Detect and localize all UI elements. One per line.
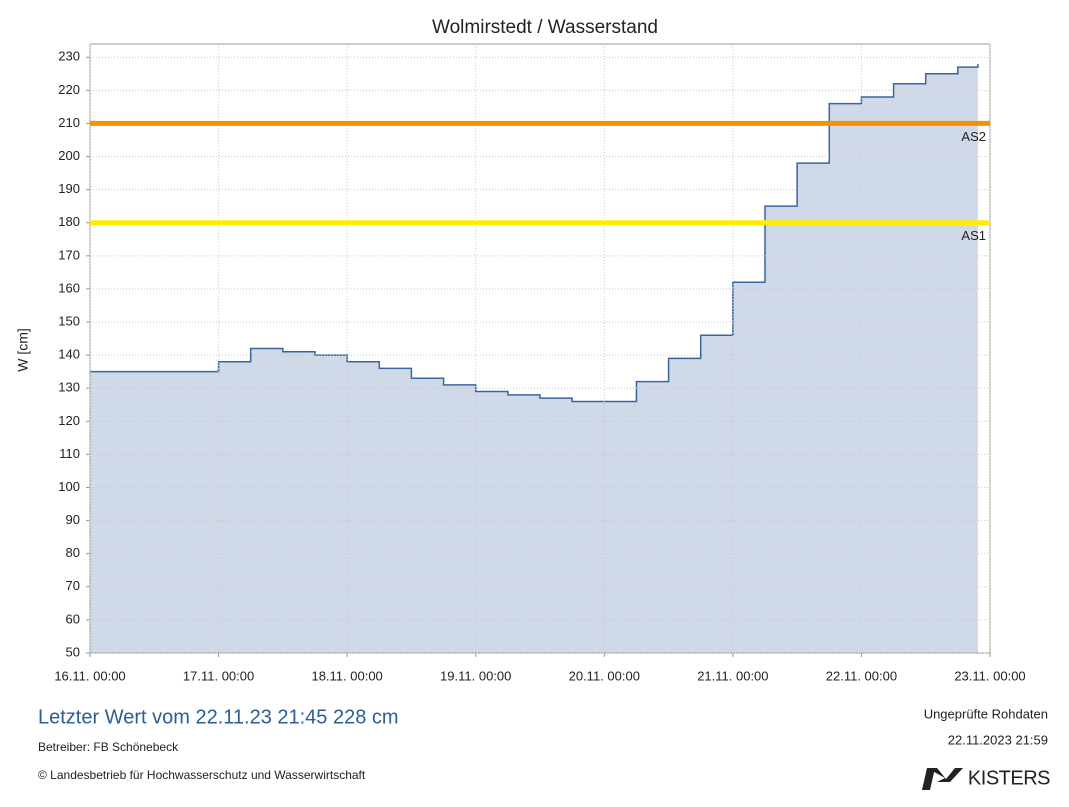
threshold-label: AS2 — [961, 129, 986, 144]
y-tick-label: 200 — [58, 148, 80, 163]
y-tick-label: 150 — [58, 313, 80, 328]
y-tick-label: 60 — [66, 611, 80, 626]
data-status: Ungeprüfte Rohdaten — [924, 706, 1048, 721]
y-tick-label: 80 — [66, 545, 80, 560]
area — [90, 63, 978, 653]
y-tick-label: 210 — [58, 115, 80, 130]
y-tick-label: 140 — [58, 347, 80, 362]
x-tick-label: 18.11. 00:00 — [311, 668, 382, 683]
last-value: Letzter Wert vom 22.11.23 21:45 228 cm — [38, 706, 399, 728]
x-tick-label: 21.11. 00:00 — [697, 668, 768, 683]
y-tick-label: 90 — [66, 512, 80, 527]
logo: KISTERS — [968, 767, 1050, 789]
y-axis-label: W [cm] — [15, 328, 31, 372]
y-tick-label: 230 — [58, 49, 80, 64]
y-tick-label: 180 — [58, 214, 80, 229]
x-tick-label: 23.11. 00:00 — [954, 668, 1025, 683]
timestamp: 22.11.2023 21:59 — [948, 732, 1048, 747]
y-tick-label: 120 — [58, 413, 80, 428]
y-tick-label: 170 — [58, 247, 80, 262]
x-tick-label: 16.11. 00:00 — [54, 668, 125, 683]
y-tick-label: 110 — [59, 446, 80, 461]
x-tick-label: 17.11. 00:00 — [183, 668, 254, 683]
x-tick-label: 20.11. 00:00 — [569, 668, 640, 683]
chart-title: Wolmirstedt / Wasserstand — [432, 17, 658, 38]
y-tick-label: 70 — [66, 578, 80, 593]
y-tick-label: 220 — [58, 82, 80, 97]
threshold-label: AS1 — [961, 228, 986, 243]
copyright: © Landesbetrieb für Hochwasserschutz und… — [38, 768, 366, 782]
y-tick-label: 190 — [58, 181, 80, 196]
y-tick-label: 160 — [58, 280, 80, 295]
x-tick-label: 22.11. 00:00 — [826, 668, 897, 683]
y-tick-label: 100 — [58, 479, 80, 494]
x-tick-label: 19.11. 00:00 — [440, 668, 511, 683]
logo-mark — [922, 768, 963, 790]
y-tick-label: 50 — [66, 644, 80, 659]
operator: Betreiber: FB Schönebeck — [38, 740, 179, 754]
y-tick-label: 130 — [58, 380, 80, 395]
